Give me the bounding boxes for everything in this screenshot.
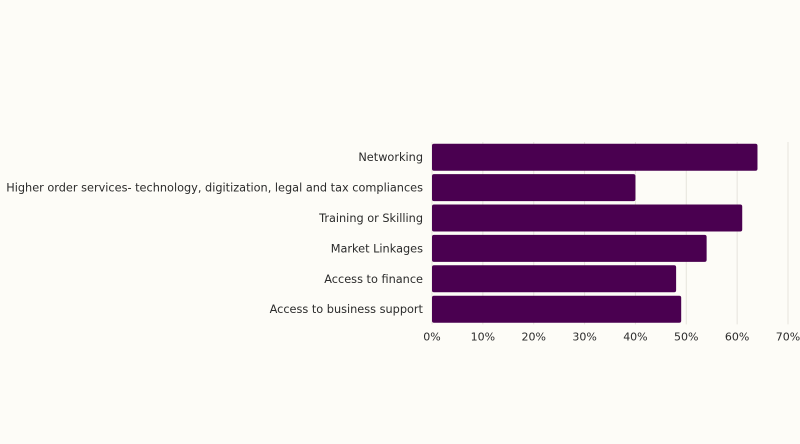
x-tick-label-7: 70% — [776, 330, 800, 343]
x-tick-label-1: 10% — [471, 330, 495, 343]
x-tick-label-3: 30% — [572, 330, 596, 343]
category-label-3: Market Linkages — [331, 242, 423, 255]
x-tick-label-2: 20% — [521, 330, 545, 343]
bar-0[interactable] — [432, 143, 758, 171]
category-label-2: Training or Skilling — [318, 212, 423, 225]
bar-5[interactable] — [432, 295, 682, 323]
bar-3[interactable] — [432, 234, 707, 262]
x-tick-label-6: 60% — [725, 330, 749, 343]
x-tick-label-5: 50% — [674, 330, 698, 343]
bars — [432, 143, 758, 323]
bar-4[interactable] — [432, 265, 677, 293]
category-label-0: Networking — [358, 151, 423, 164]
bar-1[interactable] — [432, 174, 636, 202]
category-label-1: Higher order services- technology, digit… — [6, 182, 423, 195]
x-tick-label-4: 40% — [623, 330, 647, 343]
grid-lines — [431, 142, 789, 325]
bar-2[interactable] — [432, 204, 743, 232]
category-label-4: Access to finance — [324, 273, 423, 286]
category-labels: Networking Higher order services- technol… — [6, 151, 423, 316]
x-tick-label-0: 0% — [423, 330, 440, 343]
x-tick-labels: 0% 10% 20% 30% 40% 50% 60% 70% — [423, 330, 800, 343]
category-label-5: Access to business support — [270, 303, 424, 316]
